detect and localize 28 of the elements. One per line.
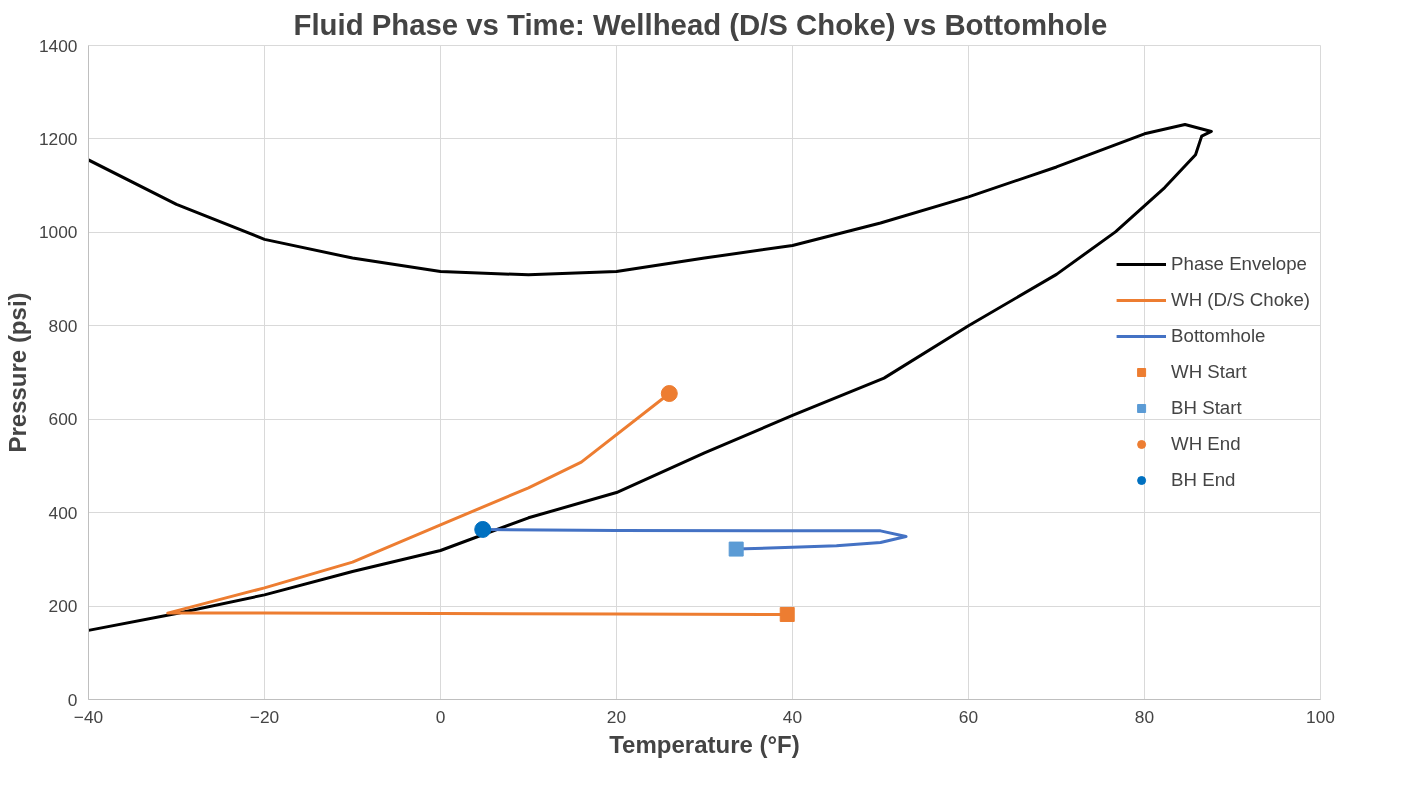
x-tick-label: 60 (958, 706, 979, 727)
chart-title: Fluid Phase vs Time: Wellhead (D/S Choke) vs Bottomhole (293, 7, 1108, 41)
legend-label: WH End (1171, 433, 1241, 455)
legend-label: Phase Envelope (1171, 253, 1307, 275)
x-tick-label: 100 (1306, 706, 1335, 727)
legend-label: Bottomhole (1171, 325, 1266, 347)
x-axis-title: Temperature (°F) (609, 730, 800, 758)
y-tick-label: 1200 (38, 128, 78, 149)
y-tick-label: 1400 (38, 35, 78, 56)
y-tick-label: 1000 (38, 222, 78, 243)
point (660, 385, 678, 403)
x-tick-label: 80 (1134, 706, 1155, 727)
x-tick-label: 40 (782, 706, 803, 727)
x-tick-label: 0 (435, 706, 446, 727)
legend-label: BH Start (1171, 397, 1242, 419)
x-tick-label: −20 (249, 706, 280, 727)
y-tick-label: 400 (48, 502, 78, 523)
point (779, 606, 795, 622)
y-tick-label: 800 (48, 315, 78, 336)
y-tick-label: 600 (48, 409, 78, 430)
y-axis-title: Pressure (psi) (3, 292, 31, 453)
legend-label: WH (D/S Choke) (1171, 289, 1310, 311)
legend-label: BH End (1171, 469, 1236, 491)
x-tick-label: 20 (606, 706, 627, 727)
y-tick-label: 200 (48, 596, 78, 617)
point (728, 541, 744, 557)
point (474, 520, 492, 538)
legend-label: WH Start (1171, 361, 1247, 383)
